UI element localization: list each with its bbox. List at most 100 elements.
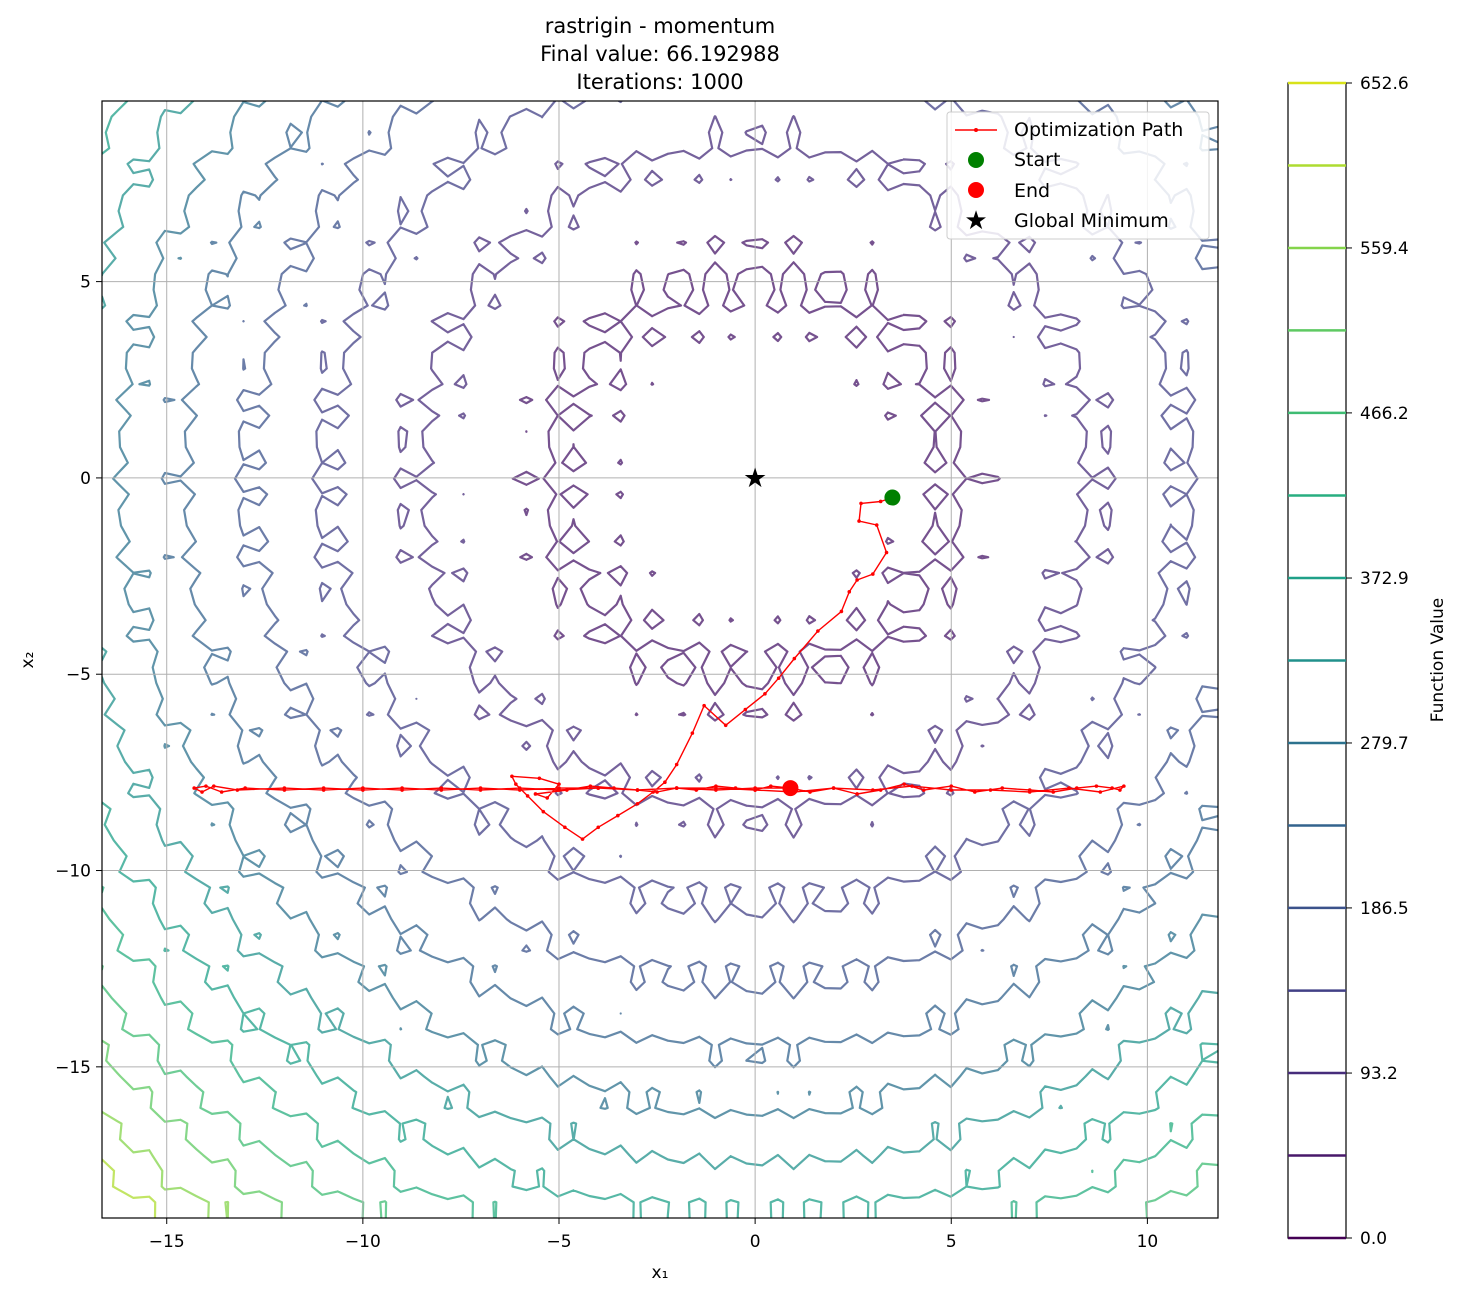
path-point bbox=[724, 723, 728, 727]
x-tick-label-0: −15 bbox=[149, 1232, 185, 1252]
legend-label-path: Optimization Path bbox=[1014, 119, 1183, 141]
path-point bbox=[518, 786, 522, 790]
path-point bbox=[949, 788, 953, 792]
path-point bbox=[808, 790, 812, 794]
path-point bbox=[734, 786, 738, 790]
path-point bbox=[1028, 790, 1032, 794]
colorbar-tick-label-6: 559.4 bbox=[1360, 239, 1409, 259]
path-point bbox=[855, 792, 859, 796]
path-point bbox=[636, 802, 640, 806]
path-point bbox=[663, 780, 667, 784]
x-axis-label: x₁ bbox=[652, 1263, 669, 1283]
colorbar-tick-label-7: 652.6 bbox=[1360, 74, 1409, 94]
path-point bbox=[1099, 790, 1103, 794]
path-point bbox=[675, 763, 679, 767]
chart-title: rastrigin - momentum Final value: 66.192… bbox=[540, 14, 780, 94]
path-point bbox=[744, 708, 748, 712]
path-point bbox=[1110, 786, 1114, 790]
path-point bbox=[714, 788, 718, 792]
path-point bbox=[479, 788, 483, 792]
path-point bbox=[973, 790, 977, 794]
path-point bbox=[200, 790, 204, 794]
path-point bbox=[636, 788, 640, 792]
path-point bbox=[989, 788, 993, 792]
legend-start-marker-icon bbox=[968, 152, 984, 168]
path-point bbox=[832, 786, 836, 790]
colorbar-tick-label-5: 466.2 bbox=[1360, 404, 1409, 424]
y-axis-ticks: −15 −10 −5 0 5 bbox=[55, 273, 102, 1078]
y-tick-label-0: −15 bbox=[55, 1058, 91, 1078]
path-point bbox=[859, 502, 863, 506]
path-point bbox=[777, 676, 781, 680]
plot-area bbox=[102, 101, 1218, 1218]
path-point bbox=[763, 692, 767, 696]
path-point bbox=[283, 786, 287, 790]
legend-star-icon: ★ bbox=[964, 206, 987, 236]
chart-title-line-3: Iterations: 1000 bbox=[576, 70, 743, 94]
x-tick-label-5: 10 bbox=[1137, 1232, 1159, 1252]
path-point bbox=[220, 790, 224, 794]
x-tick-label-1: −10 bbox=[345, 1232, 381, 1252]
path-point bbox=[871, 788, 875, 792]
chart-title-line-2: Final value: 66.192988 bbox=[540, 42, 780, 66]
path-point bbox=[769, 784, 773, 788]
x-tick-label-2: −5 bbox=[546, 1232, 571, 1252]
path-point bbox=[1095, 784, 1099, 788]
legend-path-marker-icon bbox=[974, 128, 978, 132]
path-point bbox=[612, 786, 616, 790]
legend-label-start: Start bbox=[1014, 149, 1060, 171]
legend-label-global-minimum: Global Minimum bbox=[1014, 210, 1169, 232]
path-point bbox=[902, 782, 906, 786]
path-point bbox=[1051, 790, 1055, 794]
path-point bbox=[691, 731, 695, 735]
colorbar-tick-label-4: 372.9 bbox=[1360, 569, 1409, 589]
path-point bbox=[1075, 786, 1079, 790]
path-point bbox=[557, 782, 561, 786]
start-marker bbox=[884, 490, 900, 506]
legend-label-end: End bbox=[1014, 180, 1050, 202]
path-point bbox=[871, 572, 875, 576]
path-point bbox=[847, 590, 851, 594]
path-point bbox=[589, 784, 593, 788]
path-point bbox=[545, 796, 549, 800]
colorbar-tick-label-0: 0.0 bbox=[1360, 1229, 1387, 1249]
path-point bbox=[596, 826, 600, 830]
chart-title-line-1: rastrigin - momentum bbox=[545, 14, 776, 38]
path-point bbox=[538, 776, 542, 780]
y-tick-label-1: −10 bbox=[55, 862, 91, 882]
path-point bbox=[655, 790, 659, 794]
path-point bbox=[875, 523, 879, 527]
path-point bbox=[212, 784, 216, 788]
y-tick-label-4: 5 bbox=[80, 273, 91, 293]
colorbar: 0.0 93.2 186.5 279.7 372.9 466.2 559.4 652.6 Fu… bbox=[1288, 74, 1448, 1249]
path-point bbox=[816, 629, 820, 633]
path-point bbox=[879, 500, 883, 504]
path-point bbox=[616, 814, 620, 818]
path-point bbox=[361, 786, 365, 790]
path-point bbox=[581, 837, 585, 841]
path-point bbox=[910, 784, 914, 788]
colorbar-ticks: 0.0 93.2 186.5 279.7 372.9 466.2 559.4 652.6 bbox=[1346, 74, 1409, 1249]
x-axis-ticks: −15 −10 −5 0 5 10 bbox=[149, 1218, 1158, 1252]
path-point bbox=[651, 790, 655, 794]
legend-end-marker-icon bbox=[968, 182, 984, 198]
path-point bbox=[702, 704, 706, 708]
path-point bbox=[542, 810, 546, 814]
path-point bbox=[855, 578, 859, 582]
path-point bbox=[400, 788, 404, 792]
path-point bbox=[514, 782, 518, 786]
path-point bbox=[243, 786, 247, 790]
path-point bbox=[922, 788, 926, 792]
path-point bbox=[204, 784, 208, 788]
path-point bbox=[793, 657, 797, 661]
colorbar-tick-label-3: 279.7 bbox=[1360, 734, 1409, 754]
path-point bbox=[879, 788, 883, 792]
path-point bbox=[534, 792, 538, 796]
colorbar-tick-label-2: 186.5 bbox=[1360, 899, 1409, 919]
path-point bbox=[857, 519, 861, 523]
path-point bbox=[1122, 784, 1126, 788]
path-point bbox=[1118, 788, 1122, 792]
x-tick-label-4: 5 bbox=[946, 1232, 957, 1252]
path-point bbox=[1000, 786, 1004, 790]
